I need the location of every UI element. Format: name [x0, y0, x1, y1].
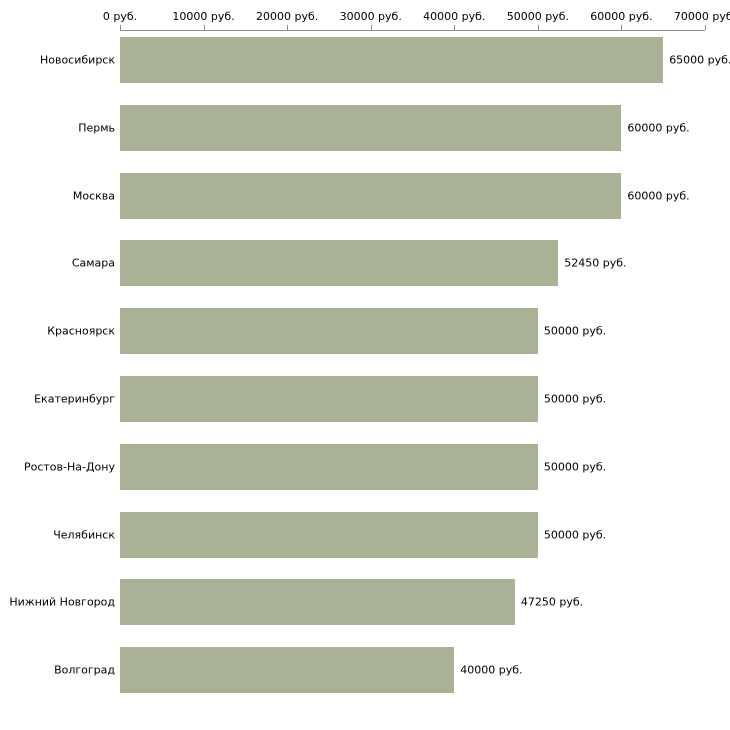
bar	[120, 37, 664, 83]
bar	[120, 104, 622, 151]
value-label: 47250 руб.	[520, 595, 584, 609]
category-label: Пермь	[78, 121, 115, 135]
category-label: Красноярск	[47, 324, 115, 338]
bar	[120, 579, 515, 626]
value-label: 40000 руб.	[460, 663, 523, 677]
x-axis-tick	[203, 25, 205, 30]
value-label: 65000 руб.	[669, 53, 730, 67]
value-label: 50000 руб.	[543, 324, 607, 338]
x-axis-tick	[454, 25, 456, 30]
bar	[120, 443, 538, 490]
x-axis-tick-label: 20000 руб.	[256, 10, 319, 23]
category-label: Ростов-На-Дону	[23, 460, 115, 474]
x-axis-tick	[120, 25, 121, 30]
bar	[120, 240, 559, 287]
x-axis-tick	[370, 25, 372, 30]
x-axis-line	[120, 30, 705, 31]
value-label: 60000 руб.	[627, 189, 690, 203]
x-axis-tick	[705, 25, 706, 30]
bar	[120, 511, 538, 558]
x-axis-tick-label: 40000 руб.	[423, 10, 486, 23]
category-label: Волгоград	[54, 663, 115, 677]
x-axis-tick-label: 10000 руб.	[172, 10, 235, 23]
value-label: 50000 руб.	[543, 460, 607, 474]
value-label: 50000 руб.	[543, 392, 607, 406]
bar	[120, 376, 538, 422]
x-axis-tick-label: 70000 руб.	[673, 10, 730, 23]
category-label: Самара	[71, 256, 115, 270]
category-label: Нижний Новгород	[9, 595, 115, 609]
bar	[120, 647, 455, 694]
x-axis-tick-label: 30000 руб.	[339, 10, 402, 23]
value-label: 50000 руб.	[543, 528, 607, 542]
category-label: Москва	[72, 189, 115, 203]
category-label: Новосибирск	[39, 53, 115, 67]
bar	[120, 172, 622, 219]
x-axis-tick	[287, 25, 289, 30]
value-label: 52450 руб.	[564, 256, 627, 270]
value-label: 60000 руб.	[627, 121, 690, 135]
x-axis-tick-label: 50000 руб.	[506, 10, 569, 23]
x-axis-tick	[537, 25, 539, 30]
category-label: Екатеринбург	[34, 392, 115, 406]
x-axis-tick-label: 60000 руб.	[590, 10, 653, 23]
bar	[120, 308, 538, 355]
x-axis-tick	[621, 25, 623, 30]
x-axis-tick-label: 0 руб.	[102, 10, 138, 23]
category-label: Челябинск	[53, 528, 115, 542]
